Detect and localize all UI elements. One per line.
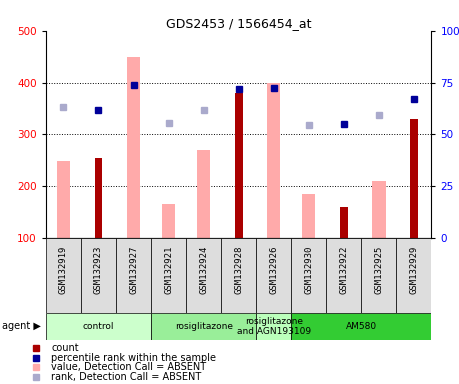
Bar (397, 238, 431, 313)
Bar (361, 238, 397, 313)
Bar (57, 161, 70, 238)
Text: GSM132929: GSM132929 (409, 246, 419, 294)
Bar (302, 194, 315, 238)
Bar (151, 313, 256, 340)
Bar (197, 150, 210, 238)
Bar (116, 238, 151, 313)
Text: GSM132927: GSM132927 (129, 246, 138, 294)
Bar (221, 238, 256, 313)
Bar (235, 93, 242, 238)
Text: GSM132923: GSM132923 (94, 246, 103, 294)
Bar (291, 238, 326, 313)
Bar (81, 238, 116, 313)
Bar (256, 238, 291, 313)
Bar (186, 238, 221, 313)
Title: GDS2453 / 1566454_at: GDS2453 / 1566454_at (166, 17, 311, 30)
Text: GSM132921: GSM132921 (164, 246, 173, 294)
Bar (291, 313, 431, 340)
Bar (95, 158, 102, 238)
Text: count: count (51, 343, 79, 353)
Text: control: control (83, 322, 114, 331)
Text: percentile rank within the sample: percentile rank within the sample (51, 353, 216, 362)
Bar (267, 83, 280, 238)
Text: GSM132919: GSM132919 (59, 246, 68, 294)
Text: GSM132925: GSM132925 (375, 246, 383, 294)
Text: value, Detection Call = ABSENT: value, Detection Call = ABSENT (51, 362, 207, 372)
Bar (127, 56, 140, 238)
Bar (46, 238, 81, 313)
Text: rosiglitazone
and AGN193109: rosiglitazone and AGN193109 (237, 317, 311, 336)
Text: GSM132930: GSM132930 (304, 246, 313, 294)
Bar (340, 207, 347, 238)
Bar (151, 238, 186, 313)
Text: GSM132922: GSM132922 (339, 246, 348, 294)
Bar (372, 181, 386, 238)
Text: rosiglitazone: rosiglitazone (174, 322, 233, 331)
Bar (46, 313, 151, 340)
Bar (410, 119, 418, 238)
Bar (326, 238, 361, 313)
Bar (256, 313, 291, 340)
Text: agent ▶: agent ▶ (2, 321, 41, 331)
Text: GSM132924: GSM132924 (199, 246, 208, 294)
Text: GSM132926: GSM132926 (269, 246, 278, 294)
Bar (162, 204, 175, 238)
Text: AM580: AM580 (346, 322, 377, 331)
Text: GSM132928: GSM132928 (234, 246, 243, 294)
Text: rank, Detection Call = ABSENT: rank, Detection Call = ABSENT (51, 372, 202, 382)
